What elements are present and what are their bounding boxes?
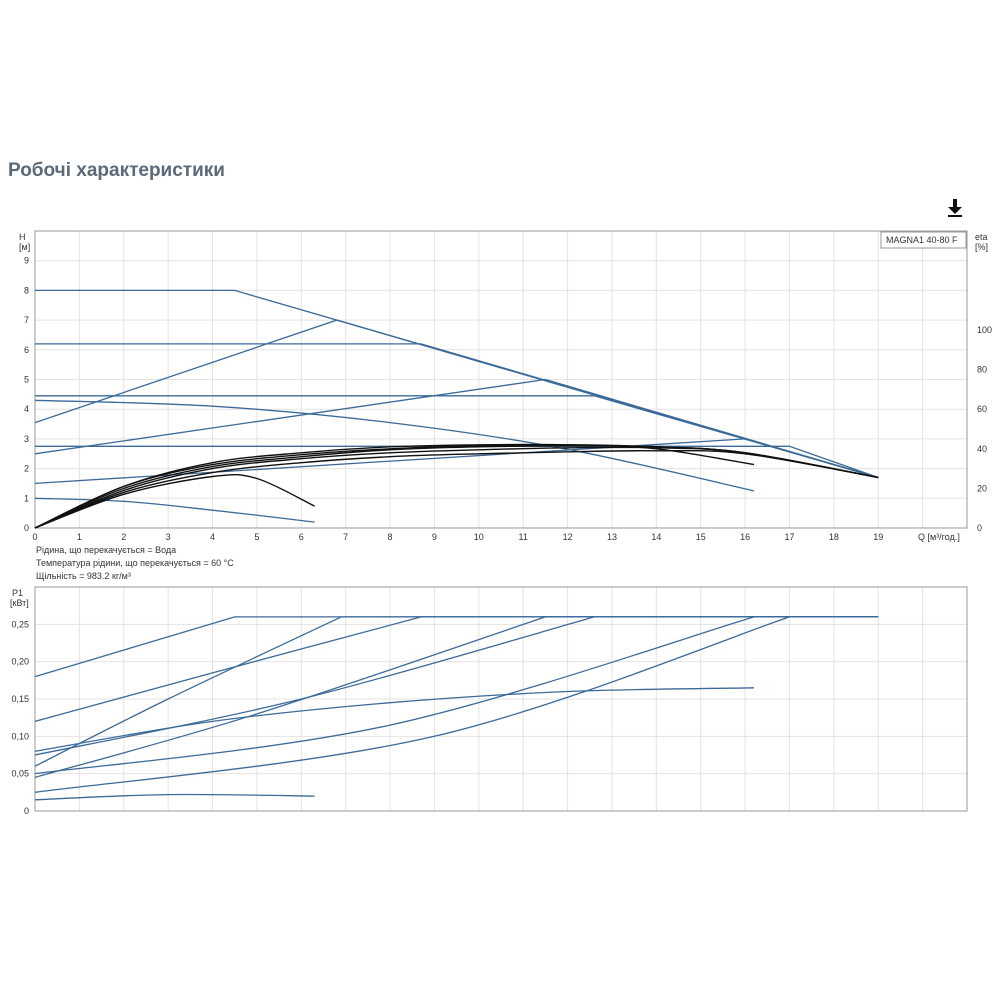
download-icon[interactable] <box>946 198 964 218</box>
y2-tick-label: 40 <box>977 444 987 454</box>
y2-tick-label: 20 <box>977 483 987 493</box>
power-y-tick-label: 0,25 <box>11 619 29 629</box>
x-tick-label: 8 <box>388 532 393 542</box>
temperature-info: Температура рідини, що перекачується = 6… <box>36 558 234 568</box>
x-tick-label: 12 <box>563 532 573 542</box>
y-tick-label: 2 <box>24 464 29 474</box>
head-chart-frame <box>34 230 968 529</box>
y-tick-label: 6 <box>24 345 29 355</box>
x-tick-label: 5 <box>254 532 259 542</box>
efficiency-curve <box>34 473 315 529</box>
y-tick-label: 5 <box>24 375 29 385</box>
head-chart-ticks: 0 1 2 3 4 5 6 7 8 9 10 11 12 13 14 15 16 17 18 190123456789… <box>24 256 992 542</box>
head-chart-grid <box>34 230 967 529</box>
pump-curve <box>34 399 755 492</box>
efficiency-curve <box>34 449 879 529</box>
power-y-tick-label: 0,10 <box>11 731 29 741</box>
head-axis-label-h: H <box>19 232 26 242</box>
x-tick-label: 19 <box>873 532 883 542</box>
legend-label: MAGNA1 40-80 F <box>886 235 958 245</box>
power-y-tick-label: 0,05 <box>11 769 29 779</box>
power-curve <box>34 616 879 723</box>
y2-tick-label: 0 <box>977 523 982 533</box>
density-info: Щільність = 983.2 кг/м³ <box>36 571 131 581</box>
power-axis-label: P1 <box>12 588 23 598</box>
pump-curve <box>35 395 879 479</box>
x-tick-label: 1 <box>77 532 82 542</box>
power-chart-frame <box>34 586 968 812</box>
power-y-tick-label: 0,15 <box>11 694 29 704</box>
head-chart-series <box>34 289 879 529</box>
power-curve <box>34 616 879 767</box>
power-chart-ticks: 0 0,05 0,10 0,15 0,20 0,25 <box>11 619 29 816</box>
x-tick-label: 11 <box>519 532 528 542</box>
power-chart-grid <box>34 586 967 812</box>
y-tick-label: 9 <box>24 256 29 266</box>
x-tick-label: 17 <box>784 532 794 542</box>
pump-curve <box>34 378 879 479</box>
power-chart-series <box>34 616 879 801</box>
x-tick-label: 13 <box>607 532 617 542</box>
y-tick-label: 7 <box>24 315 29 325</box>
x-tick-label: 10 <box>474 532 484 542</box>
y-tick-label: 8 <box>24 285 29 295</box>
fluid-info: Рідина, що перекачується = Вода <box>36 545 176 555</box>
power-curve <box>34 687 755 752</box>
power-y-tick-label: 0,20 <box>11 657 29 667</box>
head-x-axis-label: Q [м³/год.] <box>918 532 960 542</box>
x-tick-label: 7 <box>343 532 348 542</box>
pump-curve <box>34 497 315 523</box>
x-tick-label: 4 <box>210 532 215 542</box>
pump-curve <box>35 445 879 479</box>
y-tick-label: 0 <box>24 523 29 533</box>
power-curve <box>34 616 879 793</box>
y-tick-label: 1 <box>24 493 29 503</box>
power-curve <box>34 616 879 779</box>
pump-curve <box>34 438 879 485</box>
x-tick-label: 15 <box>696 532 706 542</box>
x-tick-label: 6 <box>299 532 304 542</box>
legend-box: MAGNA1 40-80 F <box>880 231 967 249</box>
x-tick-label: 18 <box>829 532 839 542</box>
y-tick-label: 4 <box>24 404 29 414</box>
y2-tick-label: 100 <box>977 325 992 335</box>
x-tick-label: 0 <box>32 532 37 542</box>
x-tick-label: 3 <box>166 532 171 542</box>
head-axis-label-h-unit: [м] <box>19 242 30 252</box>
y2-tick-label: 60 <box>977 404 987 414</box>
page-title: Робочі характеристики <box>8 160 225 181</box>
power-axis-label-unit: [кВт] <box>10 598 29 608</box>
power-y-tick-label: 0 <box>24 806 29 816</box>
power-curve <box>34 793 315 801</box>
eta-axis-label: eta <box>975 232 988 242</box>
efficiency-curve <box>34 445 879 529</box>
x-tick-label: 16 <box>740 532 750 542</box>
power-curve <box>34 616 879 756</box>
eta-axis-label-unit: [%] <box>975 242 988 252</box>
x-tick-label: 14 <box>651 532 661 542</box>
efficiency-curve <box>34 446 879 529</box>
power-curve <box>34 616 879 775</box>
x-tick-label: 9 <box>432 532 437 542</box>
y2-tick-label: 80 <box>977 365 987 375</box>
y-tick-label: 3 <box>24 434 29 444</box>
pump-curve <box>35 289 879 479</box>
x-tick-label: 2 <box>121 532 126 542</box>
